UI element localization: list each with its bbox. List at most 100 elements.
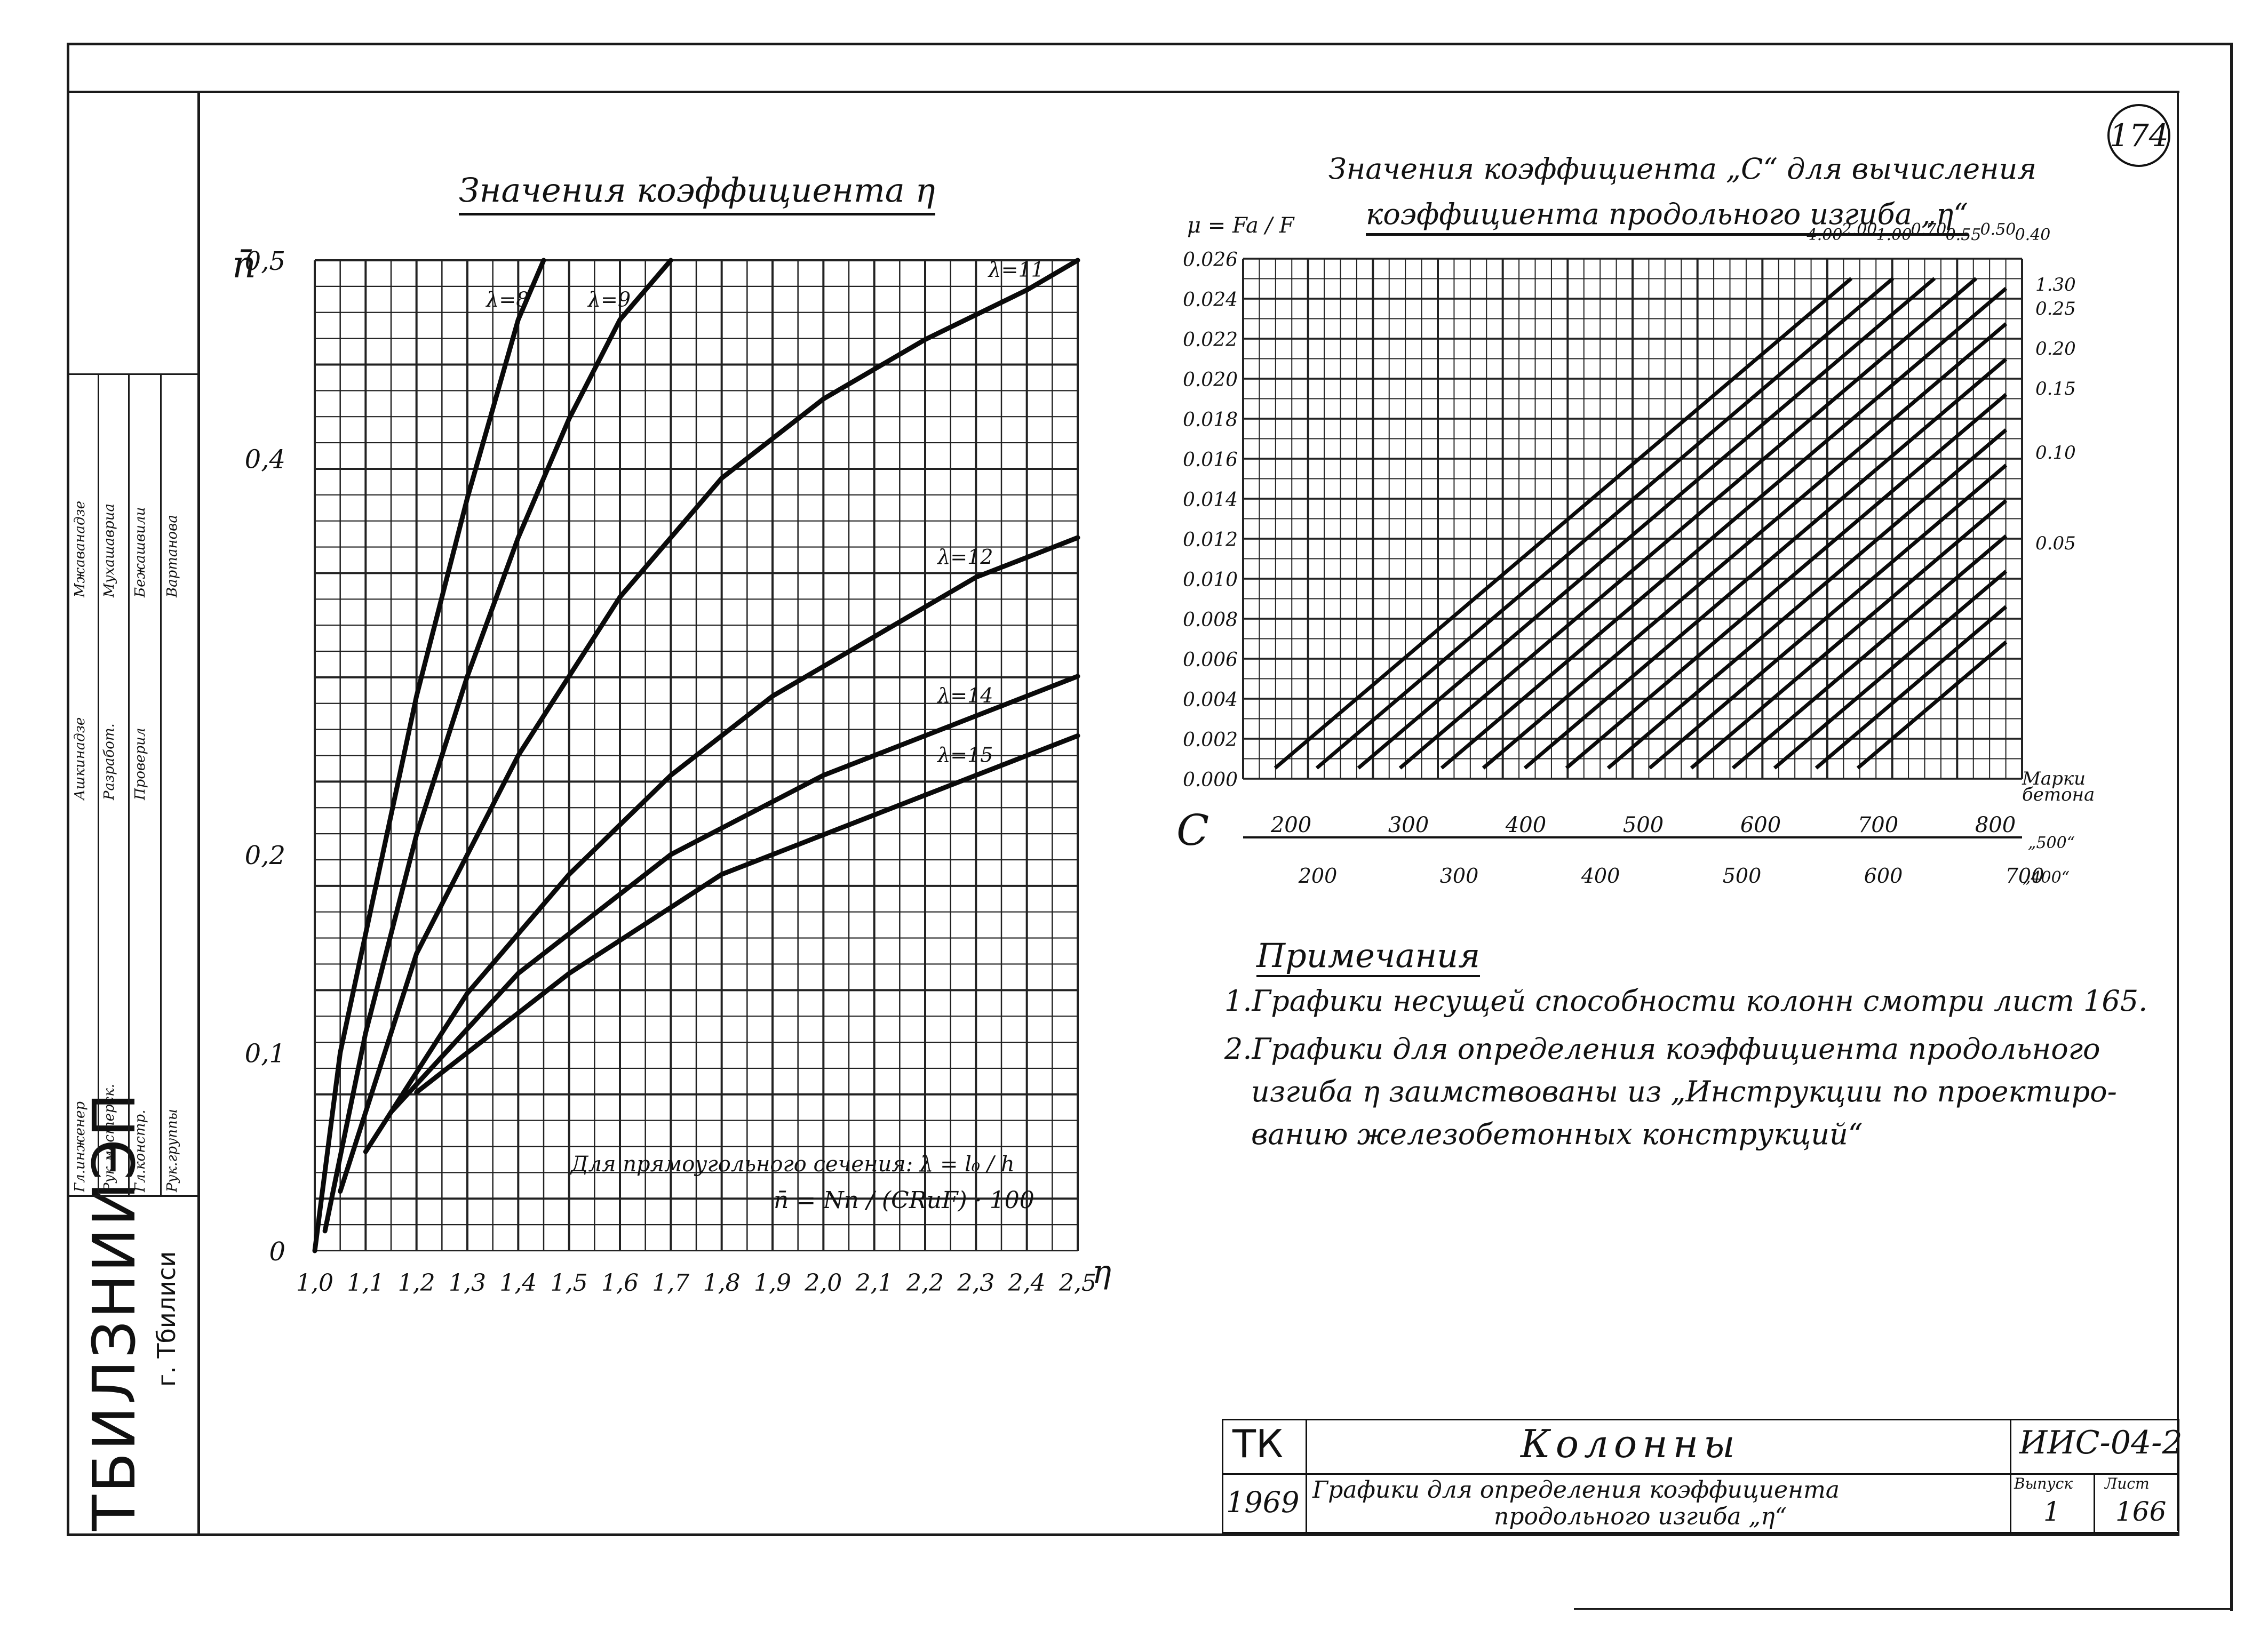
left-x-tick: 1,6 [601, 1269, 639, 1297]
right-y-tick: 0.006 [1183, 649, 1238, 671]
left-y-tick: 0,5 [245, 246, 285, 276]
right-side-label: 1.30 [2035, 274, 2076, 295]
left-x-tick: 2,2 [906, 1269, 944, 1297]
notes-heading: Примечания [1256, 936, 1481, 977]
left-y-axis-label: n̄ [232, 243, 257, 286]
left-x-tick: 1,8 [703, 1269, 741, 1297]
right-diagonal-line [1648, 464, 2008, 770]
right-y-tick: 0.020 [1183, 369, 1238, 391]
right-diagonal-line [1274, 277, 1853, 770]
right-diagonal-line [1440, 287, 2008, 770]
frame-inner-right [2177, 91, 2179, 1531]
right-top-label: 2.00 [1841, 220, 1877, 239]
side-row-2: Рук.мастерск. [101, 1083, 117, 1192]
notes-item-1: 1.Графики несущей способности колонн смо… [1224, 984, 2148, 1018]
right-diagonal-line [1315, 277, 1895, 770]
left-x-tick: 1,1 [347, 1269, 384, 1297]
right-c-tick-upper: 500 [1623, 813, 1664, 837]
left-y-tick: 0,2 [245, 841, 285, 870]
right-side-label: 0.10 [2035, 442, 2076, 464]
left-curve [414, 733, 1080, 1095]
left-y-tick: 0,4 [245, 444, 285, 474]
right-marks-500: „500“ [2028, 834, 2075, 852]
right-y-tick: 0.000 [1183, 769, 1238, 791]
right-top-label: 0.70 [1911, 220, 1947, 239]
right-y-tick: 0.002 [1183, 729, 1238, 751]
left-curve [363, 535, 1080, 1154]
frame-bottom-outer [1574, 1608, 2230, 1610]
side-city: г. Тбилиси [152, 1251, 181, 1387]
frame-left [67, 43, 69, 1536]
right-diagonal-line [1482, 322, 2008, 770]
right-c-tick-upper: 300 [1388, 813, 1429, 837]
right-y-tick: 0.016 [1183, 449, 1238, 471]
side-row-4c: Вартанова [164, 515, 180, 597]
left-x-tick: 1,5 [551, 1269, 588, 1297]
right-c-tick-lower: 700 [2006, 864, 2044, 888]
left-y-tick: 0,1 [245, 1039, 285, 1069]
side-row-1: Гл.инженер [72, 1101, 88, 1192]
right-diagonal-line [1357, 277, 1936, 770]
right-top-label: 1.00 [1876, 226, 1912, 244]
right-c-tick-lower: 600 [1864, 864, 1903, 888]
right-c-tick-lower: 200 [1298, 864, 1338, 888]
right-c-tick-upper: 600 [1740, 813, 1781, 837]
right-diagonal-line [1690, 499, 2008, 770]
right-y-tick: 0.004 [1183, 689, 1238, 711]
side-row-3c: Бежашвили [132, 507, 148, 597]
stamp-year-cell [1222, 1473, 1307, 1533]
right-side-label: 0.20 [2035, 338, 2076, 359]
left-curve [322, 258, 673, 1234]
stamp-list-label: Лист [2105, 1475, 2150, 1492]
left-curve [388, 674, 1080, 1115]
side-row-2c: Мухашавриа [101, 503, 117, 597]
left-x-tick: 1,9 [754, 1269, 791, 1297]
stamp-title: Колонны [1521, 1421, 1740, 1466]
stamp-doc-code: ИИС-04-2 [2019, 1424, 2183, 1461]
right-c-label: C [1176, 805, 1209, 855]
stamp-list: 166 [2115, 1496, 2167, 1527]
side-divider-1 [68, 1195, 199, 1197]
right-diagonal-line [1565, 393, 2008, 770]
right-diagonal-line [1398, 277, 1978, 770]
right-top-label: 4.00 [1807, 226, 1843, 244]
left-x-tick: 2,5 [1059, 1269, 1096, 1297]
notes-item-3: изгиба η заимствованы из „Инструкции по … [1251, 1075, 2117, 1108]
right-c-tick-upper: 800 [1975, 813, 2016, 837]
page-number: 174 [2107, 104, 2170, 167]
stamp-year: 1969 [1226, 1485, 1300, 1519]
left-x-tick: 1,4 [499, 1269, 537, 1297]
right-diagonal-line [1773, 570, 2008, 770]
right-c-tick-upper: 200 [1270, 813, 1311, 837]
left-formula-line2: n̄ = Nn / (CRиF) · 100 [774, 1187, 1034, 1214]
frame-top [67, 43, 2233, 45]
right-c-tick-upper: 700 [1858, 813, 1898, 837]
stamp-tk: ТК [1232, 1421, 1284, 1466]
side-divider-col2 [128, 373, 130, 1195]
right-y-tick: 0.026 [1183, 249, 1238, 271]
left-x-tick: 2,3 [957, 1269, 994, 1297]
frame-bottom [67, 1533, 2179, 1536]
stamp-list-cell [2094, 1473, 2179, 1533]
right-c-tick-lower: 300 [1440, 864, 1479, 888]
left-x-tick: 1,2 [398, 1269, 435, 1297]
side-row-2b: Разработ. [101, 723, 117, 800]
left-curve-label: λ=15 [936, 744, 993, 767]
left-x-tick: 2,0 [804, 1269, 842, 1297]
right-y-tick: 0.018 [1183, 409, 1238, 431]
frame-inner-left [197, 91, 200, 1536]
left-chart-title: Значения коэффициента η [459, 171, 935, 215]
left-curve [338, 258, 1080, 1194]
stamp-subtitle-1: Графики для определения коэффициента [1312, 1476, 1840, 1504]
right-y-tick: 0.014 [1183, 489, 1238, 511]
side-row-4: Рук.группы [164, 1109, 180, 1192]
frame-top-inner [67, 91, 2179, 93]
left-curve-label: λ=12 [936, 545, 993, 569]
frame-right [2230, 43, 2233, 1611]
left-curve-label: λ=11 [988, 258, 1044, 282]
right-y-tick: 0.012 [1183, 529, 1238, 551]
side-row-3: Гл.констр. [132, 1109, 148, 1192]
right-c-tick-upper: 400 [1505, 813, 1546, 837]
